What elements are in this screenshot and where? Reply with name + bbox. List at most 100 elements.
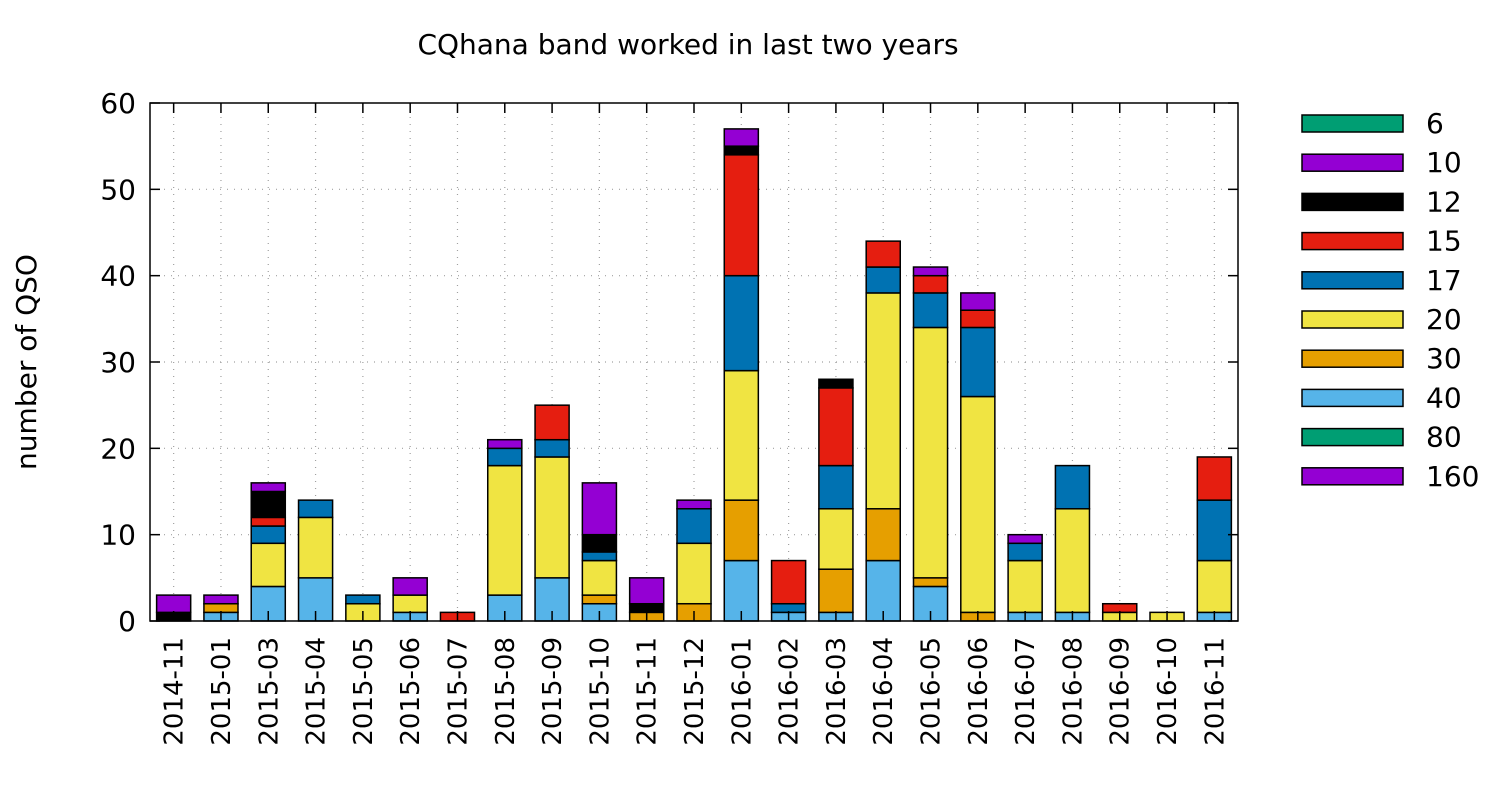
bar-segment-2016-04-band-30 xyxy=(865,508,901,562)
y-tick-label: 30 xyxy=(100,346,136,379)
bar-segment-2016-03-band-15 xyxy=(818,387,854,467)
bar-segment-2016-03-band-20 xyxy=(818,508,854,570)
bar-segment-2016-03-band-30 xyxy=(818,568,854,614)
x-tick-label: 2016-09 xyxy=(1106,637,1136,746)
x-tick-label: 2015-05 xyxy=(349,637,379,746)
bar-segment-2015-10-band-17 xyxy=(581,551,618,562)
y-tick-label: 60 xyxy=(100,87,136,120)
legend-swatch-17 xyxy=(1301,271,1404,290)
legend-label-80: 80 xyxy=(1426,421,1462,454)
bar-segment-2015-08-band-10 xyxy=(487,438,523,450)
bar-segment-2015-12-band-10 xyxy=(676,499,712,510)
bar-segment-2016-05-band-30 xyxy=(912,577,949,588)
bar-segment-2015-03-band-10 xyxy=(250,482,287,493)
bar-segment-2015-09-band-15 xyxy=(534,404,570,441)
x-tick-label: 2014-11 xyxy=(160,637,190,746)
x-tick-label: 2015-08 xyxy=(491,637,521,746)
x-tick-label: 2015-11 xyxy=(633,637,663,746)
bar-segment-2015-10-band-20 xyxy=(581,559,618,596)
bar-segment-2015-10-band-12 xyxy=(581,533,618,553)
bar-segment-2016-03-band-17 xyxy=(818,464,854,510)
bar-segment-2016-05-band-15 xyxy=(912,274,949,294)
bar-segment-2014-11-band-10 xyxy=(155,594,192,614)
legend-label-10: 10 xyxy=(1426,146,1462,179)
legend-swatch-80 xyxy=(1301,427,1404,447)
x-tick-label: 2016-04 xyxy=(869,637,899,746)
bar-segment-2015-09-band-17 xyxy=(534,438,570,458)
x-tick-label: 2015-04 xyxy=(302,637,332,746)
x-tick-label: 2015-12 xyxy=(680,637,710,746)
y-tick-label: 10 xyxy=(100,519,136,552)
bar-segment-2016-04-band-40 xyxy=(865,559,901,622)
bar-segment-2016-11-band-17 xyxy=(1196,499,1233,562)
bar-segment-2015-04-band-17 xyxy=(297,499,334,519)
legend-swatch-10 xyxy=(1301,153,1404,172)
legend-label-160: 160 xyxy=(1426,460,1479,493)
legend-swatch-12 xyxy=(1301,192,1404,212)
axis-ticks: 0 10 20 30 40 50 60 2014-11 2015-01 2015-03 2015-0… xyxy=(100,87,1238,746)
bar-segment-2016-07-band-20 xyxy=(1007,559,1043,614)
bar-segment-2016-05-band-17 xyxy=(912,292,949,329)
x-tick-label: 2016-05 xyxy=(917,637,947,746)
x-tick-label: 2016-03 xyxy=(822,637,852,746)
bar-segment-2016-01-band-12 xyxy=(723,145,760,156)
bar-segment-2015-10-band-30 xyxy=(581,594,618,605)
bar-segment-2015-01-band-10 xyxy=(203,594,239,605)
bar-segment-2015-05-band-17 xyxy=(345,594,381,605)
x-tick-label: 2016-06 xyxy=(964,637,994,746)
bar-segment-2016-02-band-15 xyxy=(770,559,807,605)
bar-segment-2016-11-band-15 xyxy=(1196,456,1233,501)
legend-swatch-6 xyxy=(1301,114,1404,133)
bar-segment-2015-03-band-17 xyxy=(250,525,287,545)
bar-segment-2016-04-band-20 xyxy=(865,292,901,510)
bar-segment-2016-03-band-12 xyxy=(818,378,854,389)
bar-segment-2015-11-band-10 xyxy=(628,577,665,605)
bar-segment-2016-01-band-15 xyxy=(723,154,760,277)
bar-segment-2016-07-band-17 xyxy=(1007,542,1043,562)
legend-swatch-40 xyxy=(1301,388,1404,408)
bar-segment-2015-09-band-20 xyxy=(534,456,570,579)
y-tick-label: 0 xyxy=(118,605,136,638)
legend-label-6: 6 xyxy=(1426,107,1444,140)
legend-label-17: 17 xyxy=(1426,264,1462,297)
bar-segment-2016-06-band-15 xyxy=(960,309,996,329)
bar-segment-2016-06-band-10 xyxy=(960,292,996,311)
bar-segment-2015-12-band-20 xyxy=(676,542,712,605)
bar-segment-2016-01-band-20 xyxy=(723,369,760,501)
legend-label-15: 15 xyxy=(1426,225,1462,258)
x-tick-label: 2016-02 xyxy=(775,637,805,746)
x-tick-label: 2016-11 xyxy=(1200,637,1230,746)
bar-segment-2015-12-band-17 xyxy=(676,508,712,545)
bar-segment-2015-04-band-20 xyxy=(297,516,334,579)
bar-segment-2016-04-band-17 xyxy=(865,266,901,294)
legend-label-30: 30 xyxy=(1426,342,1462,375)
bar-segment-2016-04-band-15 xyxy=(865,240,901,268)
legend-swatch-20 xyxy=(1301,310,1404,329)
y-tick-label: 50 xyxy=(100,173,136,206)
y-tick-label: 20 xyxy=(100,432,136,465)
bar-segment-2015-03-band-12 xyxy=(250,490,287,519)
bar-segment-2015-10-band-10 xyxy=(581,482,618,536)
bar-segment-2015-06-band-10 xyxy=(392,577,428,596)
legend-swatch-15 xyxy=(1301,231,1404,251)
legend-swatch-160 xyxy=(1301,467,1404,486)
x-tick-label: 2016-08 xyxy=(1058,637,1088,746)
legend-label-40: 40 xyxy=(1426,381,1462,414)
bar-segment-2016-05-band-10 xyxy=(912,266,949,277)
x-tick-label: 2015-01 xyxy=(207,637,237,746)
legend-label-20: 20 xyxy=(1426,303,1462,336)
x-tick-label: 2016-01 xyxy=(727,637,757,746)
bar-segment-2016-01-band-10 xyxy=(723,128,760,147)
bar-segment-2016-11-band-20 xyxy=(1196,559,1233,614)
x-tick-label: 2015-07 xyxy=(443,637,473,746)
x-tick-label: 2016-07 xyxy=(1011,637,1041,746)
bar-segment-2016-07-band-10 xyxy=(1007,533,1043,545)
bar-segment-2016-08-band-17 xyxy=(1054,464,1091,510)
bar-segment-2016-06-band-17 xyxy=(960,326,996,398)
bars xyxy=(155,128,1233,622)
bar-segment-2016-01-band-17 xyxy=(723,274,760,372)
bar-segment-2015-03-band-20 xyxy=(250,542,287,588)
legend-label-12: 12 xyxy=(1426,185,1462,218)
bar-segment-2015-03-band-15 xyxy=(250,516,287,527)
